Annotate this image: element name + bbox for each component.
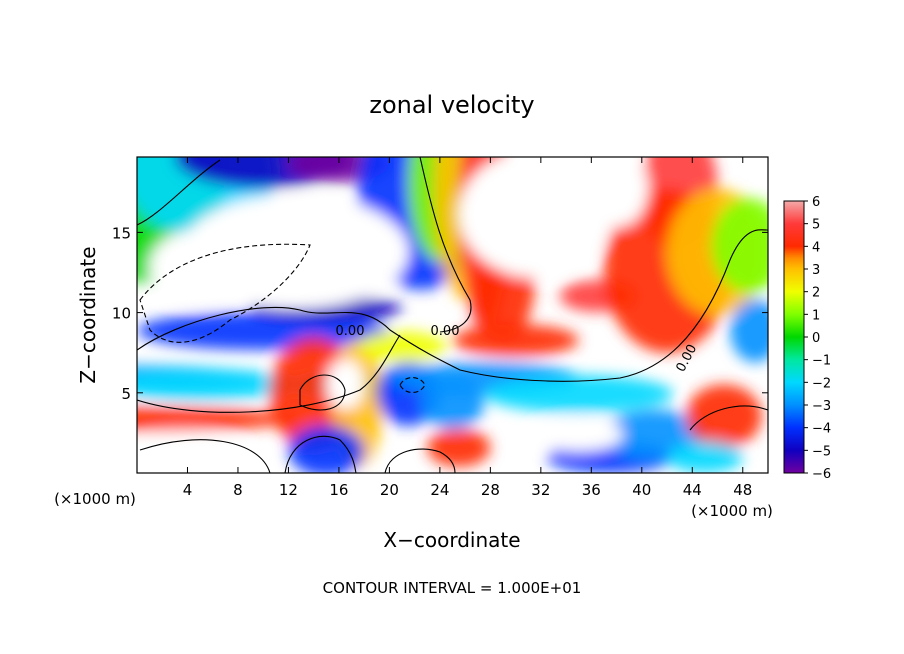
field-region [711, 198, 768, 293]
x-tick-label: 40 [632, 481, 651, 499]
x-tick-label: 20 [380, 481, 399, 499]
y-axis-label: Z−coordinate [76, 246, 100, 383]
colorbar-ticks: 6 5 4 3 2 1 0 −1 −2 −3 −4 −5 −6 [804, 195, 831, 482]
colorbar-tick-label: 1 [812, 308, 820, 323]
saturated-region [585, 157, 649, 227]
contour-label: 0.00 [336, 324, 365, 339]
x-tick-label: 24 [430, 481, 449, 499]
contour-line [137, 229, 768, 382]
y-tick-label: 15 [112, 224, 131, 242]
field-region [484, 375, 674, 413]
colorbar-tick-label: −6 [812, 467, 831, 482]
x-tick-label: 16 [329, 481, 348, 499]
saturated-region [326, 359, 365, 410]
chart-title: zonal velocity [369, 91, 534, 119]
colorbar-tick-label: 2 [812, 286, 820, 301]
field-region [137, 368, 295, 401]
x-tick-label: 8 [233, 481, 243, 499]
contour-line [419, 157, 472, 333]
y-tick-label: 10 [112, 305, 131, 323]
colorbar-tick-label: 6 [812, 195, 820, 210]
colorbar-tick-label: −5 [812, 444, 831, 459]
colorbar-tick-label: −1 [812, 354, 831, 369]
y-axis: 5 10 15 [112, 224, 768, 403]
x-tick-label: 4 [183, 481, 193, 499]
colorbar-tick-label: −2 [812, 376, 831, 391]
field-region [685, 384, 762, 448]
x-tick-label: 44 [683, 481, 702, 499]
colorbar-ramp [783, 200, 805, 474]
contour-label: 0.00 [431, 324, 460, 339]
contour-line [137, 334, 401, 413]
contour-line [689, 405, 768, 431]
x-tick-label: 48 [733, 481, 752, 499]
contour-line [137, 159, 221, 226]
x-tick-label: 28 [481, 481, 500, 499]
plot-frame [136, 156, 769, 474]
field-region [667, 441, 743, 473]
field-region [137, 406, 295, 432]
colorbar-tick-label: 4 [812, 240, 820, 255]
field-region [452, 324, 579, 357]
colorbar-tick-label: 5 [812, 218, 820, 233]
x-tick-label: 36 [582, 481, 601, 499]
velocity-field: 0.00 0.000.00 [137, 157, 768, 473]
saturated-region [534, 419, 623, 451]
saturated-region [149, 229, 251, 306]
contour-line [299, 374, 346, 411]
contour-line [399, 376, 426, 394]
field-region [288, 425, 365, 473]
y-tick-label: 5 [121, 385, 131, 403]
colorbar: 6 5 4 3 2 1 0 −1 −2 −3 −4 −5 −6 [783, 195, 831, 482]
contour-line [384, 448, 456, 473]
contour-interval-note: CONTOUR INTERVAL = 1.000E+01 [323, 579, 582, 597]
field-region [730, 299, 768, 363]
colorbar-tick-label: −3 [812, 399, 831, 414]
x-tick-label: 12 [279, 481, 298, 499]
colorbar-tick-label: −4 [812, 422, 831, 437]
field-region [357, 330, 447, 363]
x-unit-right: (×1000 m) [691, 502, 773, 520]
contour-line [284, 435, 357, 473]
contour-lines [137, 157, 768, 473]
contour-line [139, 439, 271, 473]
colorbar-tick-label: 0 [812, 331, 820, 346]
saturated-region [137, 431, 245, 470]
field-region [427, 428, 491, 467]
colorbar-tick-label: 3 [812, 263, 820, 278]
field-blobs [137, 157, 768, 473]
x-axis: 4 8 12 16 20 24 28 32 36 40 44 48 [183, 157, 752, 499]
x-tick-label: 32 [531, 481, 550, 499]
contour-line [139, 243, 311, 343]
x-unit-left: (×1000 m) [54, 490, 136, 508]
saturated-region [458, 157, 611, 278]
x-axis-label: X−coordinate [383, 528, 520, 552]
